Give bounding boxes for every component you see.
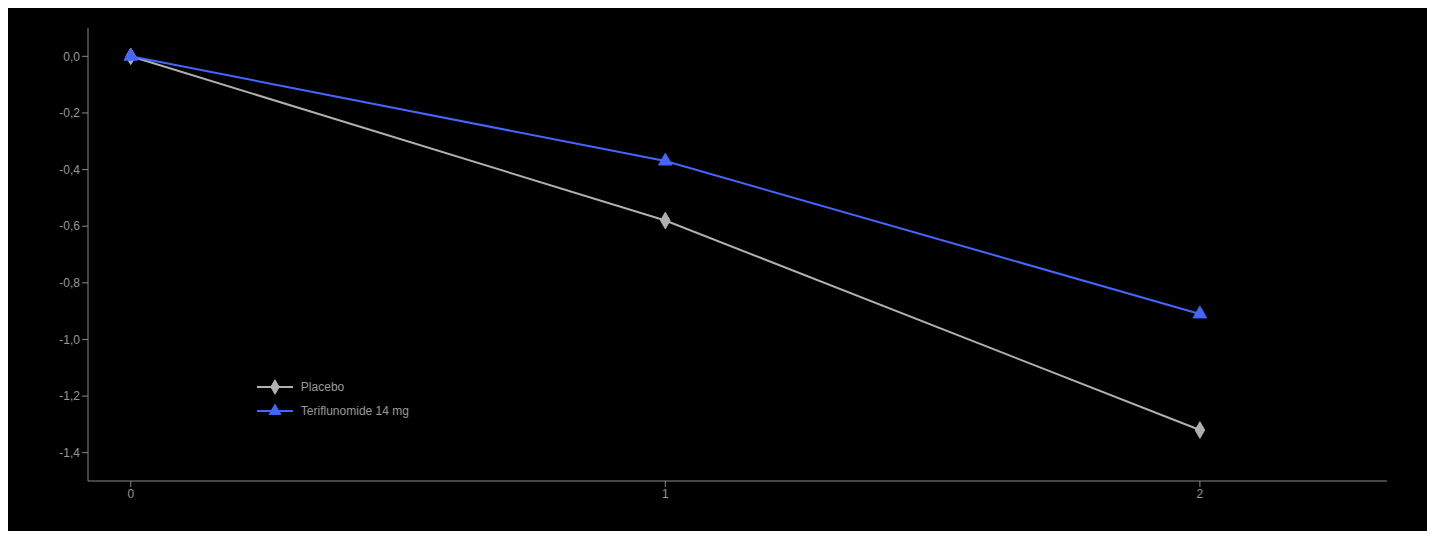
html-text:Teriflunomide 14 mg: Teriflunomide 14 mg: [300, 403, 409, 418]
svg-text:-0,4: -0,4: [59, 163, 80, 177]
svg-text:-0,2: -0,2: [59, 106, 80, 120]
svg-text:-0,8: -0,8: [59, 276, 80, 290]
svg-text:-1,0: -1,0: [59, 333, 80, 347]
html-text:Placebo: Placebo: [300, 379, 345, 394]
svg-text:-0,6: -0,6: [59, 219, 80, 233]
svg-text:1: 1: [662, 487, 669, 501]
svg-text:-1,4: -1,4: [59, 446, 80, 460]
svg-text:-1,2: -1,2: [59, 389, 80, 403]
svg-text:0,0: 0,0: [63, 50, 80, 64]
svg-text:0: 0: [127, 487, 134, 501]
svg-text:2: 2: [1197, 487, 1204, 501]
